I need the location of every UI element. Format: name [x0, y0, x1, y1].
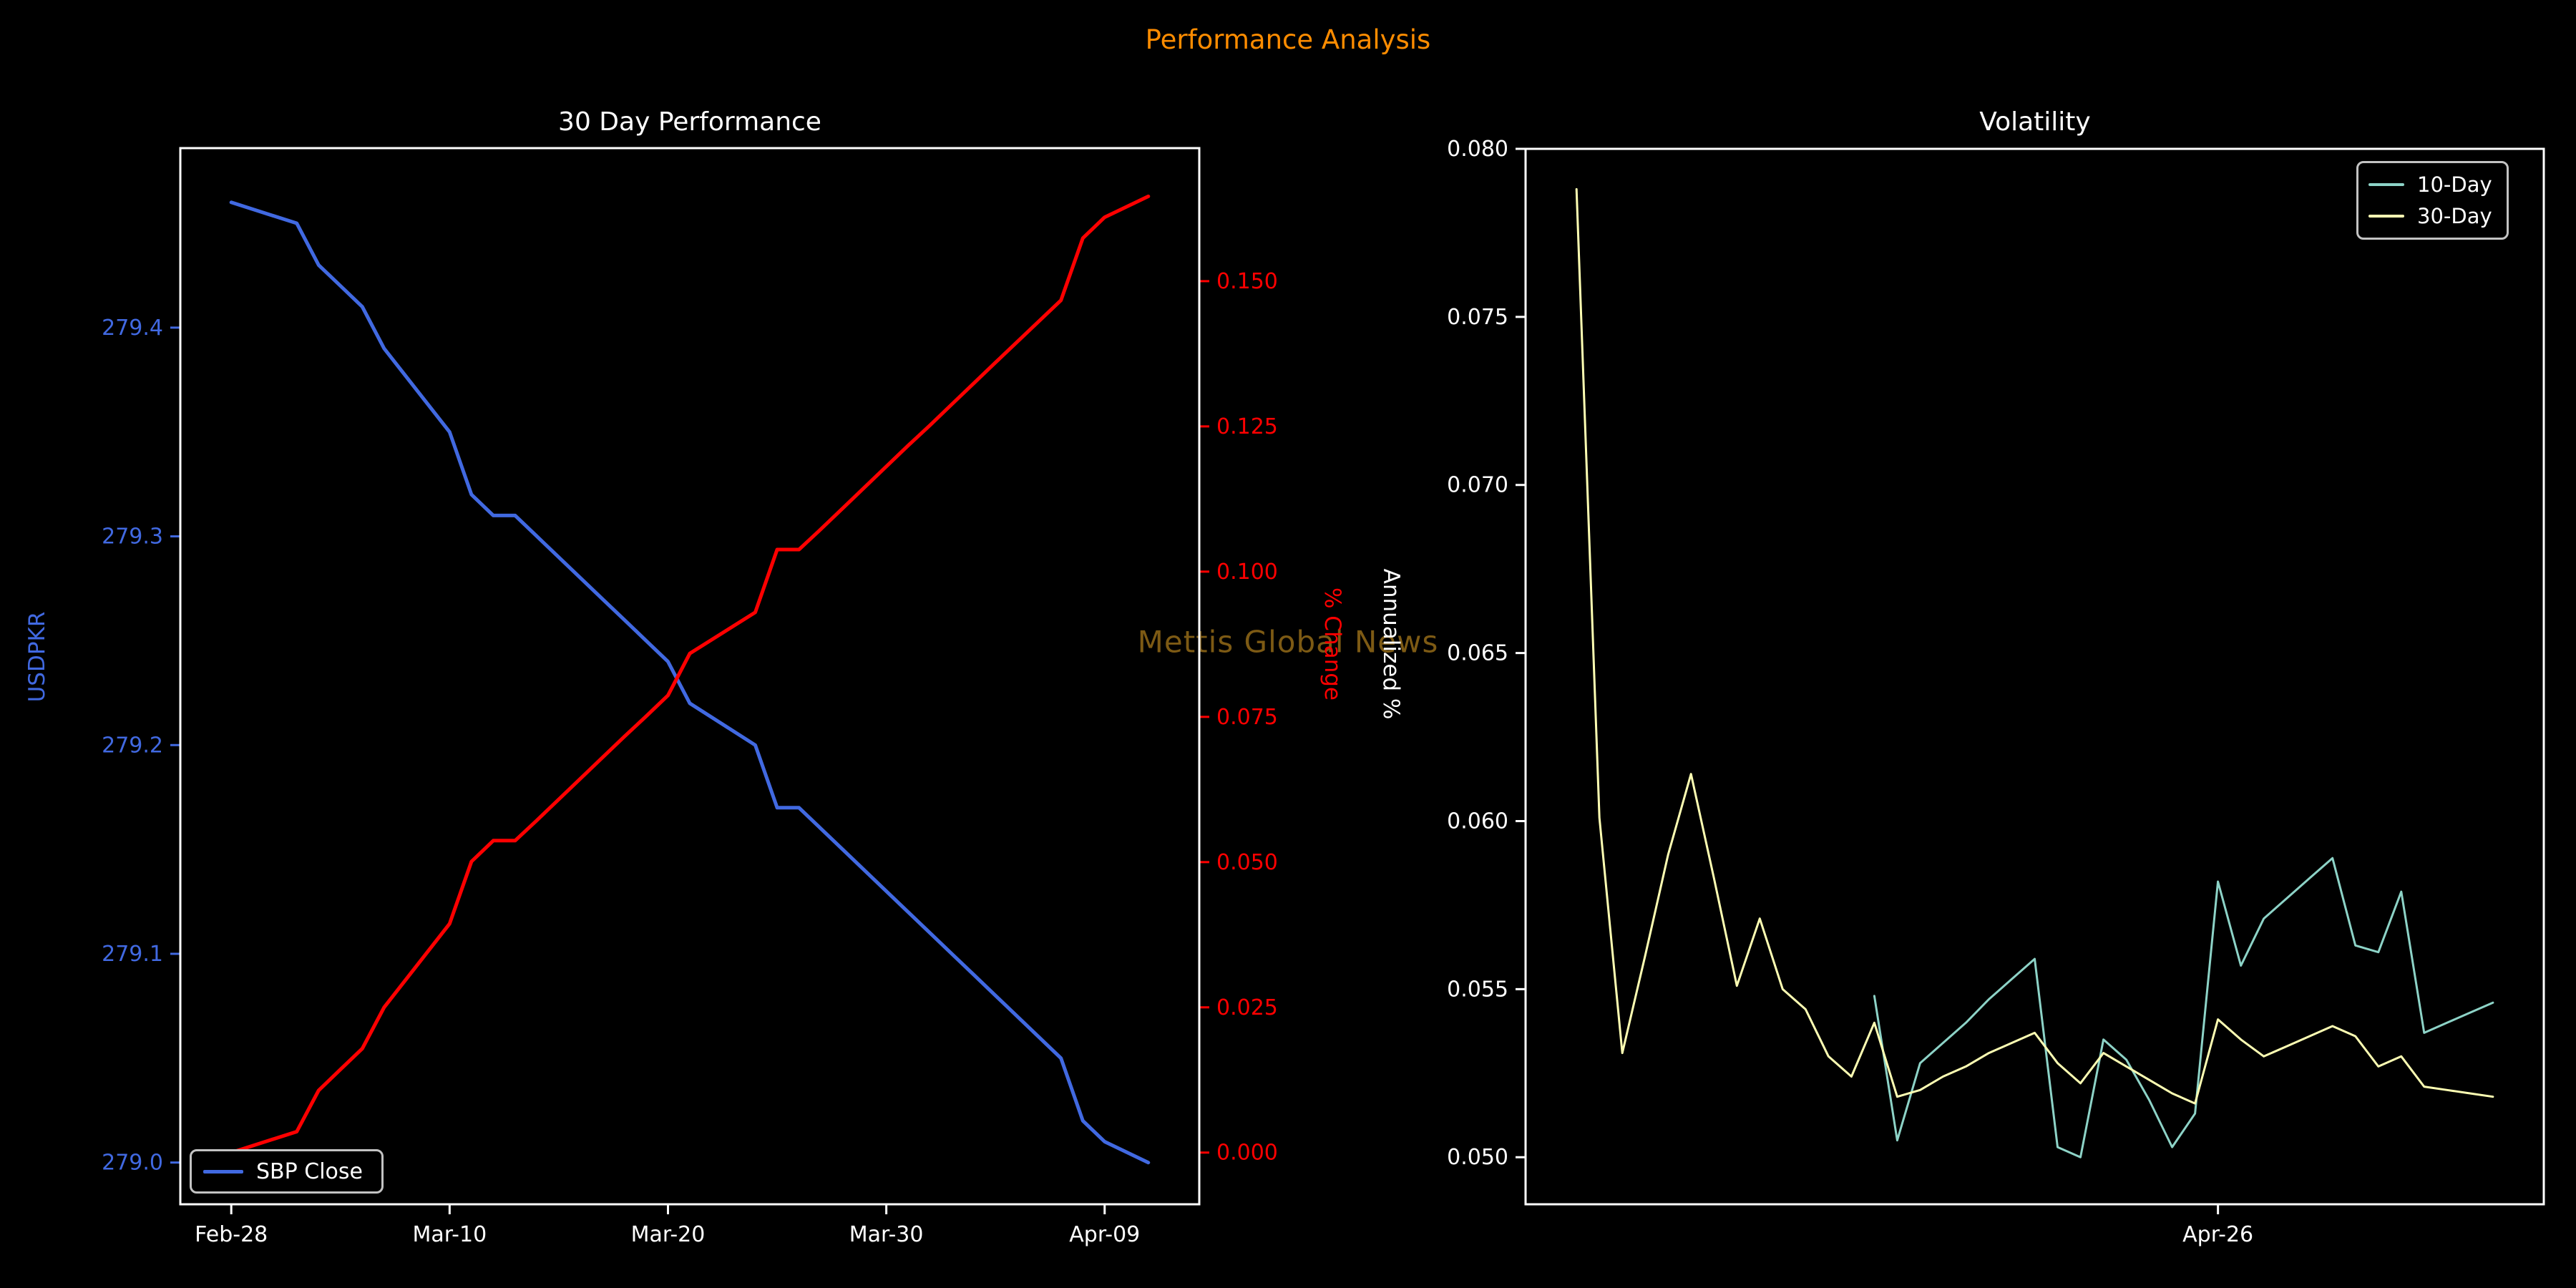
series-line-10-day — [1873, 857, 2494, 1158]
x-tick-label: Mar-20 — [631, 1222, 706, 1247]
y-tick-label: 0.070 — [1447, 473, 1508, 498]
plot-spines — [1524, 147, 2545, 1206]
page-title: Performance Analysis — [1145, 24, 1431, 55]
legend-entry-30-day: 30-Day — [2368, 204, 2492, 228]
y-right-tick-label: 0.150 — [1216, 269, 1278, 294]
y-tick-label: 279.0 — [102, 1151, 163, 1176]
legend-entry-10-day: 10-Day — [2368, 172, 2492, 197]
x-tick-label: Apr-09 — [1069, 1222, 1140, 1247]
y-right-tick-label: 0.075 — [1216, 705, 1278, 730]
x-tick-label: Mar-10 — [412, 1222, 487, 1247]
y-tick-label: 0.080 — [1447, 137, 1508, 162]
y-tick-label: 0.055 — [1447, 977, 1508, 1002]
legend-volatility: 10-Day 30-Day — [2356, 161, 2509, 240]
y-right-tick-label: 0.125 — [1216, 414, 1278, 439]
chart-title-performance: 30 Day Performance — [558, 107, 821, 137]
y-right-tick-label: 0.050 — [1216, 850, 1278, 875]
axis-label-annualized: Annualized % — [1378, 568, 1404, 720]
legend-swatch-10-day — [2368, 183, 2404, 186]
series-line-sbp-close — [229, 200, 1151, 1165]
legend-label-30-day: 30-Day — [2417, 204, 2492, 228]
y-tick-label: 0.075 — [1447, 305, 1508, 330]
series-line--change — [229, 194, 1151, 1155]
axis-label-pct-change: % Change — [1319, 587, 1345, 701]
x-tick-label: Mar-30 — [849, 1222, 924, 1247]
legend-performance: SBP Close — [190, 1149, 384, 1194]
y-tick-label: 0.050 — [1447, 1145, 1508, 1170]
y-tick-label: 0.060 — [1447, 809, 1508, 834]
legend-label-sbp-close: SBP Close — [256, 1158, 363, 1184]
y-tick-label: 279.3 — [102, 525, 163, 550]
y-right-tick-label: 0.000 — [1216, 1141, 1278, 1166]
watermark: Mettis Global News — [1137, 624, 1439, 660]
y-right-tick-label: 0.100 — [1216, 560, 1278, 585]
legend-swatch-30-day — [2368, 215, 2404, 218]
chart-title-volatility: Volatility — [1979, 107, 2091, 137]
x-tick-label: Apr-26 — [2182, 1222, 2253, 1247]
y-tick-label: 0.065 — [1447, 641, 1508, 666]
plot-spines — [179, 147, 1201, 1206]
y-tick-label: 279.2 — [102, 733, 163, 758]
y-right-tick-label: 0.025 — [1216, 995, 1278, 1020]
y-tick-label: 279.1 — [102, 942, 163, 967]
legend-entry-sbp-close: SBP Close — [203, 1159, 363, 1184]
legend-label-10-day: 10-Day — [2417, 172, 2492, 197]
x-tick-label: Feb-28 — [195, 1222, 268, 1247]
legend-swatch-sbp-close — [203, 1169, 243, 1174]
series-line-30-day — [1575, 187, 2494, 1105]
y-tick-label: 279.4 — [102, 316, 163, 341]
